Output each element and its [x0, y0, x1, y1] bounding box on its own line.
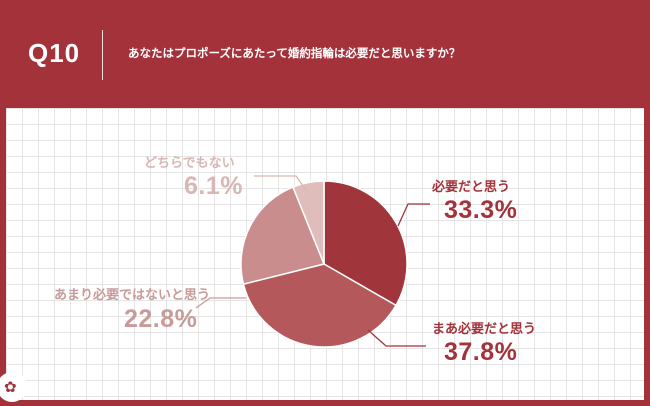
label-dochira: どちらでもない	[144, 156, 235, 171]
lotus-logo-icon: ✿	[4, 378, 17, 396]
label-hitsuyou: 必要だと思う	[432, 180, 511, 195]
slice-maa-hitsuyou	[242, 263, 397, 348]
value-dochira: 6.1%	[184, 172, 243, 200]
pie-chart	[195, 175, 430, 348]
header-bar: Q10 あなたはプロポーズにあたって婚約指輪は必要だと思いますか？	[0, 0, 650, 108]
label-maa-hitsuyou: まあ必要だと思う	[432, 322, 537, 337]
leader-dochira	[254, 175, 307, 191]
slice-hitsuyou	[323, 180, 408, 307]
value-hitsuyou: 33.3%	[444, 196, 518, 224]
label-amari: あまり必要ではないと思う	[54, 288, 211, 303]
header-divider	[102, 30, 103, 80]
leader-maa-hitsuyou	[367, 329, 426, 347]
leader-amari	[195, 297, 246, 309]
slice-dochira	[291, 180, 325, 265]
chart-panel: 必要だと思う 33.3% まあ必要だと思う 37.8% あまり必要ではないと思う…	[6, 108, 644, 400]
brand-logo: ✿	[0, 372, 27, 402]
value-maa-hitsuyou: 37.8%	[444, 338, 518, 366]
question-number: Q10	[28, 38, 81, 68]
slice-amari	[240, 186, 326, 286]
value-amari: 22.8%	[124, 305, 198, 333]
question-text: あなたはプロポーズにあたって婚約指輪は必要だと思いますか？	[128, 46, 461, 60]
leader-hitsuyou	[397, 203, 430, 227]
